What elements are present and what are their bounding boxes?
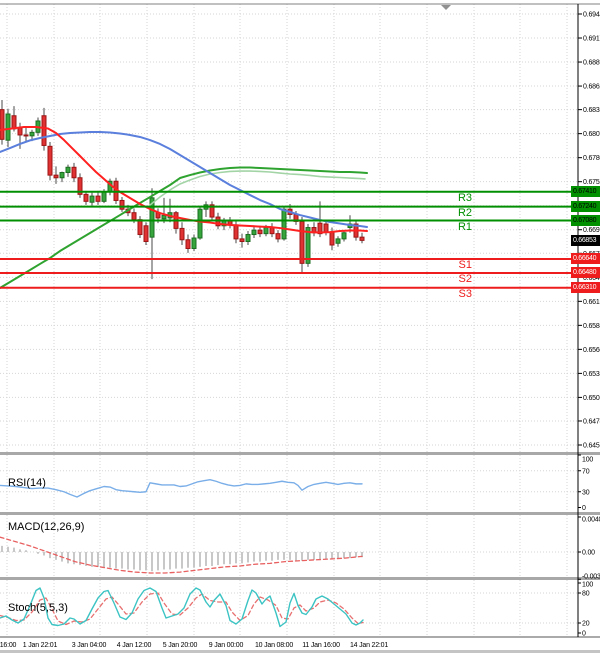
time-axis-label: 14 Jan 22:01 (350, 642, 388, 649)
candle-bullish (305, 227, 311, 264)
panel-separator (0, 577, 600, 580)
candle-bearish (329, 231, 335, 246)
candle-bullish (245, 234, 251, 243)
candle-bearish (71, 166, 77, 179)
candle-bearish (77, 177, 83, 195)
candle-bullish (65, 166, 71, 174)
macd-tick-label: -0.003115 (582, 574, 600, 581)
candle-bearish (143, 225, 149, 243)
panel-separator (0, 452, 600, 455)
rsi-tick-label: 30 (582, 489, 590, 496)
candle-bearish (233, 224, 239, 240)
candle-bullish (263, 227, 269, 235)
candle-bearish (185, 239, 191, 249)
candle-bearish (323, 223, 329, 233)
candle-bearish (95, 195, 101, 202)
price-tick-label: 0.69445 (583, 12, 600, 19)
stoch-tick-label: 0 (582, 631, 586, 638)
price-tick-label: 0.68075 (583, 131, 600, 138)
macd-tick-label: 0.00 (582, 550, 595, 557)
candle-bullish (341, 232, 347, 240)
candle-bullish (197, 208, 203, 239)
price-tick-label: 0.64785 (583, 418, 600, 425)
time-axis-label: 1 Jan 22:01 (23, 642, 58, 649)
stoch-k-line (0, 587, 364, 628)
stoch-d-line (0, 592, 364, 626)
candle-bearish (119, 199, 125, 210)
price-tick-label: 0.65055 (583, 395, 600, 402)
price-tick-label: 0.66430 (583, 275, 600, 282)
candle-bearish (209, 204, 215, 218)
time-axis-label: 4 Jan 12:00 (117, 642, 152, 649)
price-tick-label: 0.67525 (583, 179, 600, 186)
candle-bullish (335, 238, 341, 244)
price-tick-label: 0.68350 (583, 107, 600, 114)
candle-bearish (41, 115, 47, 146)
candle-bullish (101, 191, 107, 202)
price-tick-label: 0.69170 (583, 36, 600, 43)
candle-bearish (257, 229, 263, 235)
price-tick-label: 0.65330 (583, 371, 600, 378)
rsi-tick-label: 100 (582, 457, 593, 464)
time-axis-label: 3 Jan 04:00 (72, 642, 107, 649)
candle-bullish (281, 208, 287, 240)
candle-bearish (47, 145, 53, 176)
time-axis-label: 5 Jan 20:00 (163, 642, 198, 649)
candle-bearish (269, 227, 275, 235)
candle-bullish (161, 214, 167, 220)
rsi-tick-label: 0 (582, 505, 586, 512)
chart-shift-marker (441, 5, 451, 10)
rsi-tick-label: 70 (582, 468, 590, 475)
ma-green-line (0, 166, 368, 289)
price-tick-label: 0.66705 (583, 251, 600, 258)
time-axis-label: 11 Jan 16:00 (302, 642, 340, 649)
candle-bearish (299, 220, 305, 264)
time-axis-label: 9 Jan 00:00 (209, 642, 244, 649)
candle-bearish (11, 115, 17, 130)
ma-blue-line (0, 130, 368, 229)
price-tick-label: 0.68620 (583, 84, 600, 91)
macd-tick-label: 0.004006 (582, 517, 600, 524)
candle-bearish (179, 227, 185, 241)
candle-bearish (17, 127, 23, 136)
bottom-strip (0, 650, 600, 653)
price-tick-label: 0.67800 (583, 155, 600, 162)
candle-bearish (359, 236, 365, 241)
price-tick-label: 0.65605 (583, 347, 600, 354)
price-tick-label: 0.66975 (583, 227, 600, 234)
candle-bearish (239, 238, 245, 243)
ma-pale-green-line (149, 170, 366, 206)
candle-bearish (317, 222, 323, 235)
time-axis-label: 10 Jan 08:00 (255, 642, 293, 649)
candle-bearish (53, 174, 59, 179)
candle-bearish (23, 134, 29, 137)
candle-bullish (89, 195, 95, 203)
time-axis-label: 16:00 (0, 642, 17, 649)
stoch-tick-label: 20 (582, 621, 590, 628)
candle-bullish (191, 237, 197, 249)
price-tick-label: 0.66155 (583, 299, 600, 306)
candle-bearish (275, 233, 281, 240)
candle-bullish (251, 229, 257, 236)
ma-red-line (0, 126, 368, 234)
stoch-tick-label: 80 (582, 591, 590, 598)
candle-bullish (29, 131, 35, 137)
candle-bullish (5, 113, 11, 141)
candle-bullish (59, 172, 65, 179)
candle-bearish (131, 212, 137, 221)
price-tick-label: 0.68895 (583, 60, 600, 67)
candle-bearish (83, 193, 89, 202)
macd-signal-line (0, 536, 363, 574)
candle-bearish (0, 109, 5, 140)
panel-separator (0, 512, 600, 515)
candle-bearish (137, 219, 143, 236)
candle-bullish (149, 197, 155, 238)
stoch-tick-label: 100 (582, 582, 593, 589)
rsi-line (0, 478, 363, 498)
price-tick-label: 0.65880 (583, 323, 600, 330)
